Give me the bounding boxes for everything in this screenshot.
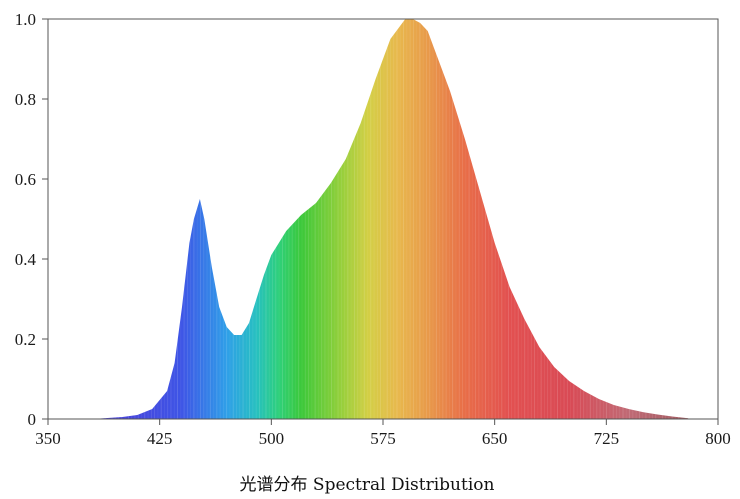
x-tick-label: 500 <box>259 429 285 448</box>
plot-area <box>92 19 689 419</box>
y-axis: 0 0.2 0.4 0.6 0.8 1.0 <box>15 10 48 429</box>
x-axis: 350 425 500 575 650 725 800 <box>35 419 731 448</box>
x-tick-label: 800 <box>705 429 731 448</box>
y-tick-label: 0.8 <box>15 90 36 109</box>
y-tick-label: 0 <box>28 410 37 429</box>
spectrum-area <box>92 19 689 419</box>
spectrum-texture-lines <box>95 19 686 419</box>
y-tick-label: 1.0 <box>15 10 36 29</box>
x-tick-label: 650 <box>482 429 508 448</box>
x-axis-label: 光谱分布 Spectral Distribution <box>240 475 495 495</box>
x-tick-label: 350 <box>35 429 61 448</box>
y-tick-label: 0.4 <box>15 250 37 269</box>
x-tick-label: 425 <box>147 429 173 448</box>
y-tick-label: 0.2 <box>15 330 36 349</box>
x-tick-label: 725 <box>594 429 620 448</box>
x-tick-label: 575 <box>370 429 396 448</box>
y-tick-label: 0.6 <box>15 170 36 189</box>
